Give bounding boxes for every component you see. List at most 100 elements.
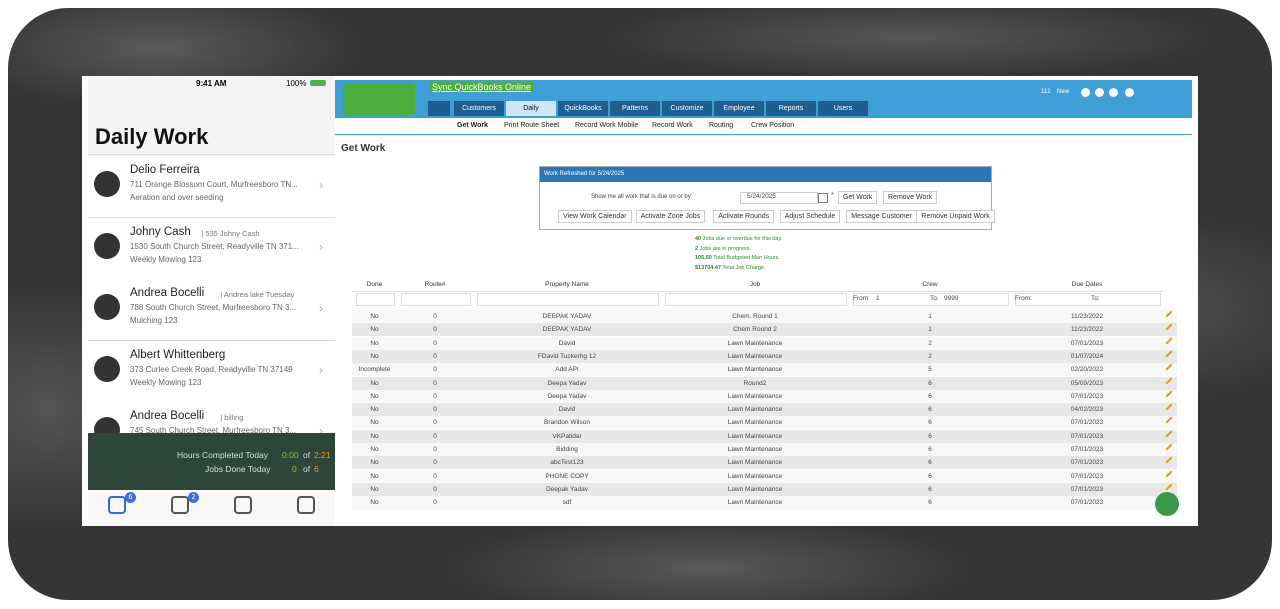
hours-total: 2:21: [314, 450, 331, 460]
address: 745 South Church Street, Murfreesboro TN…: [130, 426, 297, 435]
truck-icon: [94, 171, 120, 197]
subnav-link[interactable]: Get Work: [457, 122, 488, 129]
stat-value: 105.50: [695, 255, 712, 261]
table-row: [352, 363, 1177, 377]
work-table: Done Route# Property Name Job Crew Due Dates F…: [335, 278, 1192, 526]
action-button[interactable]: Activate Rounds: [713, 210, 775, 223]
nav-tab[interactable]: Customize: [662, 101, 712, 116]
tab-icon[interactable]: [234, 496, 252, 514]
title-divider: [88, 154, 335, 155]
home-button: [428, 101, 450, 116]
table-row: [352, 469, 1177, 483]
subnav-link[interactable]: Crew Position: [751, 122, 795, 129]
chevron: ›: [319, 362, 323, 377]
table-cell: Deepa Yadav: [547, 392, 587, 400]
tab-badge: 2: [188, 492, 199, 503]
table-cell: No: [370, 379, 379, 387]
table-row: [352, 403, 1177, 417]
subnav-link[interactable]: Record Work: [652, 122, 693, 129]
service: Mulching 123: [130, 316, 178, 325]
table-cell: 6: [928, 379, 932, 387]
table-cell: No: [370, 485, 379, 493]
sync-link[interactable]: Sync QuickBooks Online: [430, 82, 534, 92]
table-cell: 0: [433, 339, 437, 347]
stat-text: Total Budgeted Man Hours.: [711, 255, 780, 261]
table-cell: sdf: [562, 499, 572, 507]
stat-text: Jobs are in progress.: [698, 245, 751, 252]
table-cell: 07/01/2023: [1070, 432, 1104, 440]
table-cell: No: [370, 406, 379, 414]
tab-icon[interactable]: [171, 496, 189, 514]
table-cell: 0: [433, 392, 437, 400]
tab-badge: 6: [125, 492, 136, 503]
customer-note: | 535 Johny Cash: [201, 228, 260, 238]
chat-button[interactable]: [1155, 492, 1179, 516]
table-cell: Lawn Maintenance: [727, 419, 783, 427]
table-cell: 0: [433, 499, 437, 507]
header-icon[interactable]: [1095, 88, 1104, 97]
table-cell: 07/01/2023: [1070, 485, 1104, 493]
header-icon[interactable]: [1081, 88, 1090, 97]
customer-note: | billing: [220, 413, 244, 422]
address: 788 South Church Street, Murfreesboro TN…: [130, 303, 297, 312]
table-cell: 11/23/2022: [1070, 313, 1104, 320]
tab-icon[interactable]: [108, 496, 126, 514]
action-button[interactable]: Remove Unpaid Work: [916, 210, 995, 223]
nav-tab[interactable]: Customers: [454, 101, 504, 116]
action-button[interactable]: Get Work: [838, 191, 878, 204]
battery-icon: [310, 80, 326, 86]
column-header: Due Dates: [1011, 278, 1163, 292]
header-icon[interactable]: [1109, 88, 1118, 97]
action-button[interactable]: Remove Work: [883, 191, 938, 204]
work-item[interactable]: Johny Cash | 535 Johny Cash 1530 South Chu…: [88, 217, 335, 280]
work-item[interactable]: Albert Whittenberg 373 Curlee Creek Road,…: [88, 340, 335, 403]
nav-tab[interactable]: QuickBooks: [558, 101, 608, 116]
table-row: [352, 323, 1177, 337]
table-cell: No: [370, 352, 379, 360]
action-button[interactable]: Activate Zone Jobs: [635, 210, 706, 223]
subnav-link[interactable]: Routing: [709, 122, 734, 129]
table-cell: Lawn Maintenance: [727, 472, 783, 480]
table-cell: 04/02/2023: [1070, 406, 1104, 414]
table-cell: 6: [928, 419, 932, 427]
truck-icon: [94, 294, 120, 320]
table-row: [352, 482, 1177, 496]
table-row: [352, 456, 1177, 470]
header-icon[interactable]: [1125, 88, 1134, 97]
action-button[interactable]: Message Customer: [846, 210, 917, 223]
chevron: ›: [319, 301, 323, 315]
table-cell: FDavid Tuckerhg 12: [537, 352, 597, 360]
tab-icon[interactable]: [297, 496, 315, 514]
table-cell: No: [370, 446, 379, 453]
chevron: ›: [319, 239, 323, 254]
date-input[interactable]: 5/24/2025: [740, 192, 818, 204]
work-item[interactable]: Delio Ferreira 711 Orange Blossom Court, …: [88, 156, 335, 218]
nav-tab[interactable]: Patterns: [610, 101, 660, 116]
subnav-link[interactable]: Record Work Mobile: [575, 122, 639, 129]
nav-tab[interactable]: Users: [818, 101, 868, 116]
new-label: New: [1057, 89, 1070, 95]
subnav-divider: [335, 134, 1192, 135]
notification-count: 112: [1041, 89, 1051, 95]
table-cell: Add API: [555, 366, 579, 374]
table-cell: 0: [433, 406, 437, 414]
table-cell: 07/01/2023: [1070, 419, 1104, 427]
stat-line: 2 Jobs are in progress.: [695, 246, 751, 252]
customer-name: Andrea Bocelli: [130, 410, 205, 422]
address: 373 Curlee Creek Road, Readyville TN 371…: [130, 364, 293, 374]
table-cell: Lawn Maintenance: [727, 446, 783, 453]
action-button[interactable]: View Work Calendar: [558, 210, 632, 223]
subnav-link[interactable]: Print Route Sheet: [504, 122, 560, 129]
table-cell: PHONE COPY: [545, 472, 589, 480]
nav-tab[interactable]: Reports: [766, 101, 816, 116]
table-cell: No: [370, 499, 379, 507]
chevron: ›: [319, 178, 323, 192]
table-cell: 0: [433, 485, 437, 493]
nav-tab[interactable]: Employee: [714, 101, 764, 116]
work-item[interactable]: Andrea Bocelli | Andrea lake Tuesday 788 S…: [88, 279, 335, 341]
nav-tab[interactable]: Daily: [506, 101, 556, 116]
table-cell: 6: [928, 472, 932, 480]
action-button[interactable]: Adjust Schedule: [779, 210, 841, 223]
table-cell: Lawn Maintenance: [727, 459, 783, 467]
